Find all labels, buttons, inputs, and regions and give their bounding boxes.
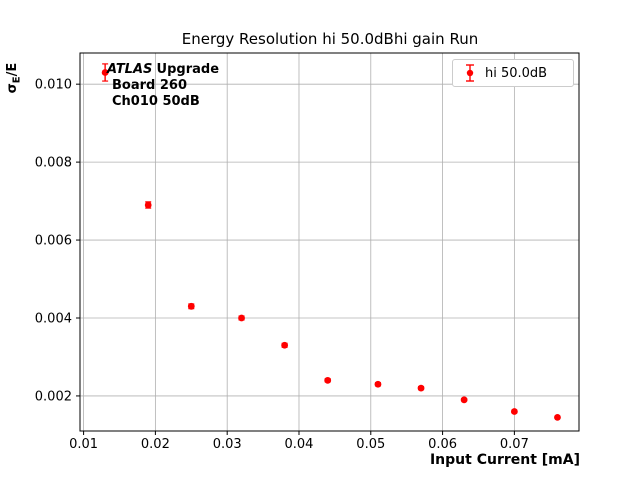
data-point: [324, 376, 332, 384]
y-tick-label: 0.010: [35, 78, 72, 93]
x-tick-label: 0.04: [285, 437, 314, 452]
y-axis-label-sigma: σ: [5, 83, 20, 94]
y-tick-label: 0.004: [35, 311, 72, 326]
axes-frame: [79, 52, 580, 432]
legend: hi 50.0dB: [452, 59, 574, 87]
legend-label: hi 50.0dB: [485, 65, 548, 81]
annotation-line-1: ATLAS Upgrade: [107, 62, 219, 78]
data-point: [238, 314, 245, 322]
y-axis-label-rest: /E: [5, 62, 20, 77]
annotation-experiment: ATLAS: [107, 62, 153, 77]
atlas-annotation: ATLAS Upgrade Board 260 Ch010 50dB: [107, 62, 219, 110]
data-point: [187, 302, 195, 310]
annotation-label: Upgrade: [156, 62, 220, 77]
data-point: [374, 380, 382, 388]
x-tick-label: 0.07: [500, 437, 529, 452]
data-point: [144, 201, 152, 209]
data-point: [460, 396, 468, 404]
data-point: [281, 341, 289, 349]
y-tick-label: 0.008: [35, 156, 72, 171]
legend-marker-icon: [466, 64, 474, 82]
data-point: [554, 413, 561, 421]
data-point: [417, 384, 425, 392]
data-point: [510, 408, 518, 415]
y-axis-label: σE/E: [5, 41, 23, 115]
y-tick-label: 0.006: [35, 234, 72, 249]
annotation-channel: Ch010 50dB: [112, 94, 200, 109]
annotation-board: Board 260: [112, 78, 187, 93]
y-axis-label-sub: E: [11, 76, 23, 84]
y-tick-label: 0.002: [35, 389, 72, 404]
x-tick-label: 0.02: [141, 437, 170, 452]
x-tick-label: 0.05: [356, 437, 385, 452]
x-axis-label: Input Current [mA]: [429, 452, 580, 468]
x-tick-label: 0.01: [69, 437, 98, 452]
chart-title: Energy Resolution hi 50.0dBhi gain Run: [181, 30, 479, 48]
x-tick-label: 0.06: [428, 437, 457, 452]
x-tick-label: 0.03: [213, 437, 242, 452]
data-point: [101, 69, 109, 76]
